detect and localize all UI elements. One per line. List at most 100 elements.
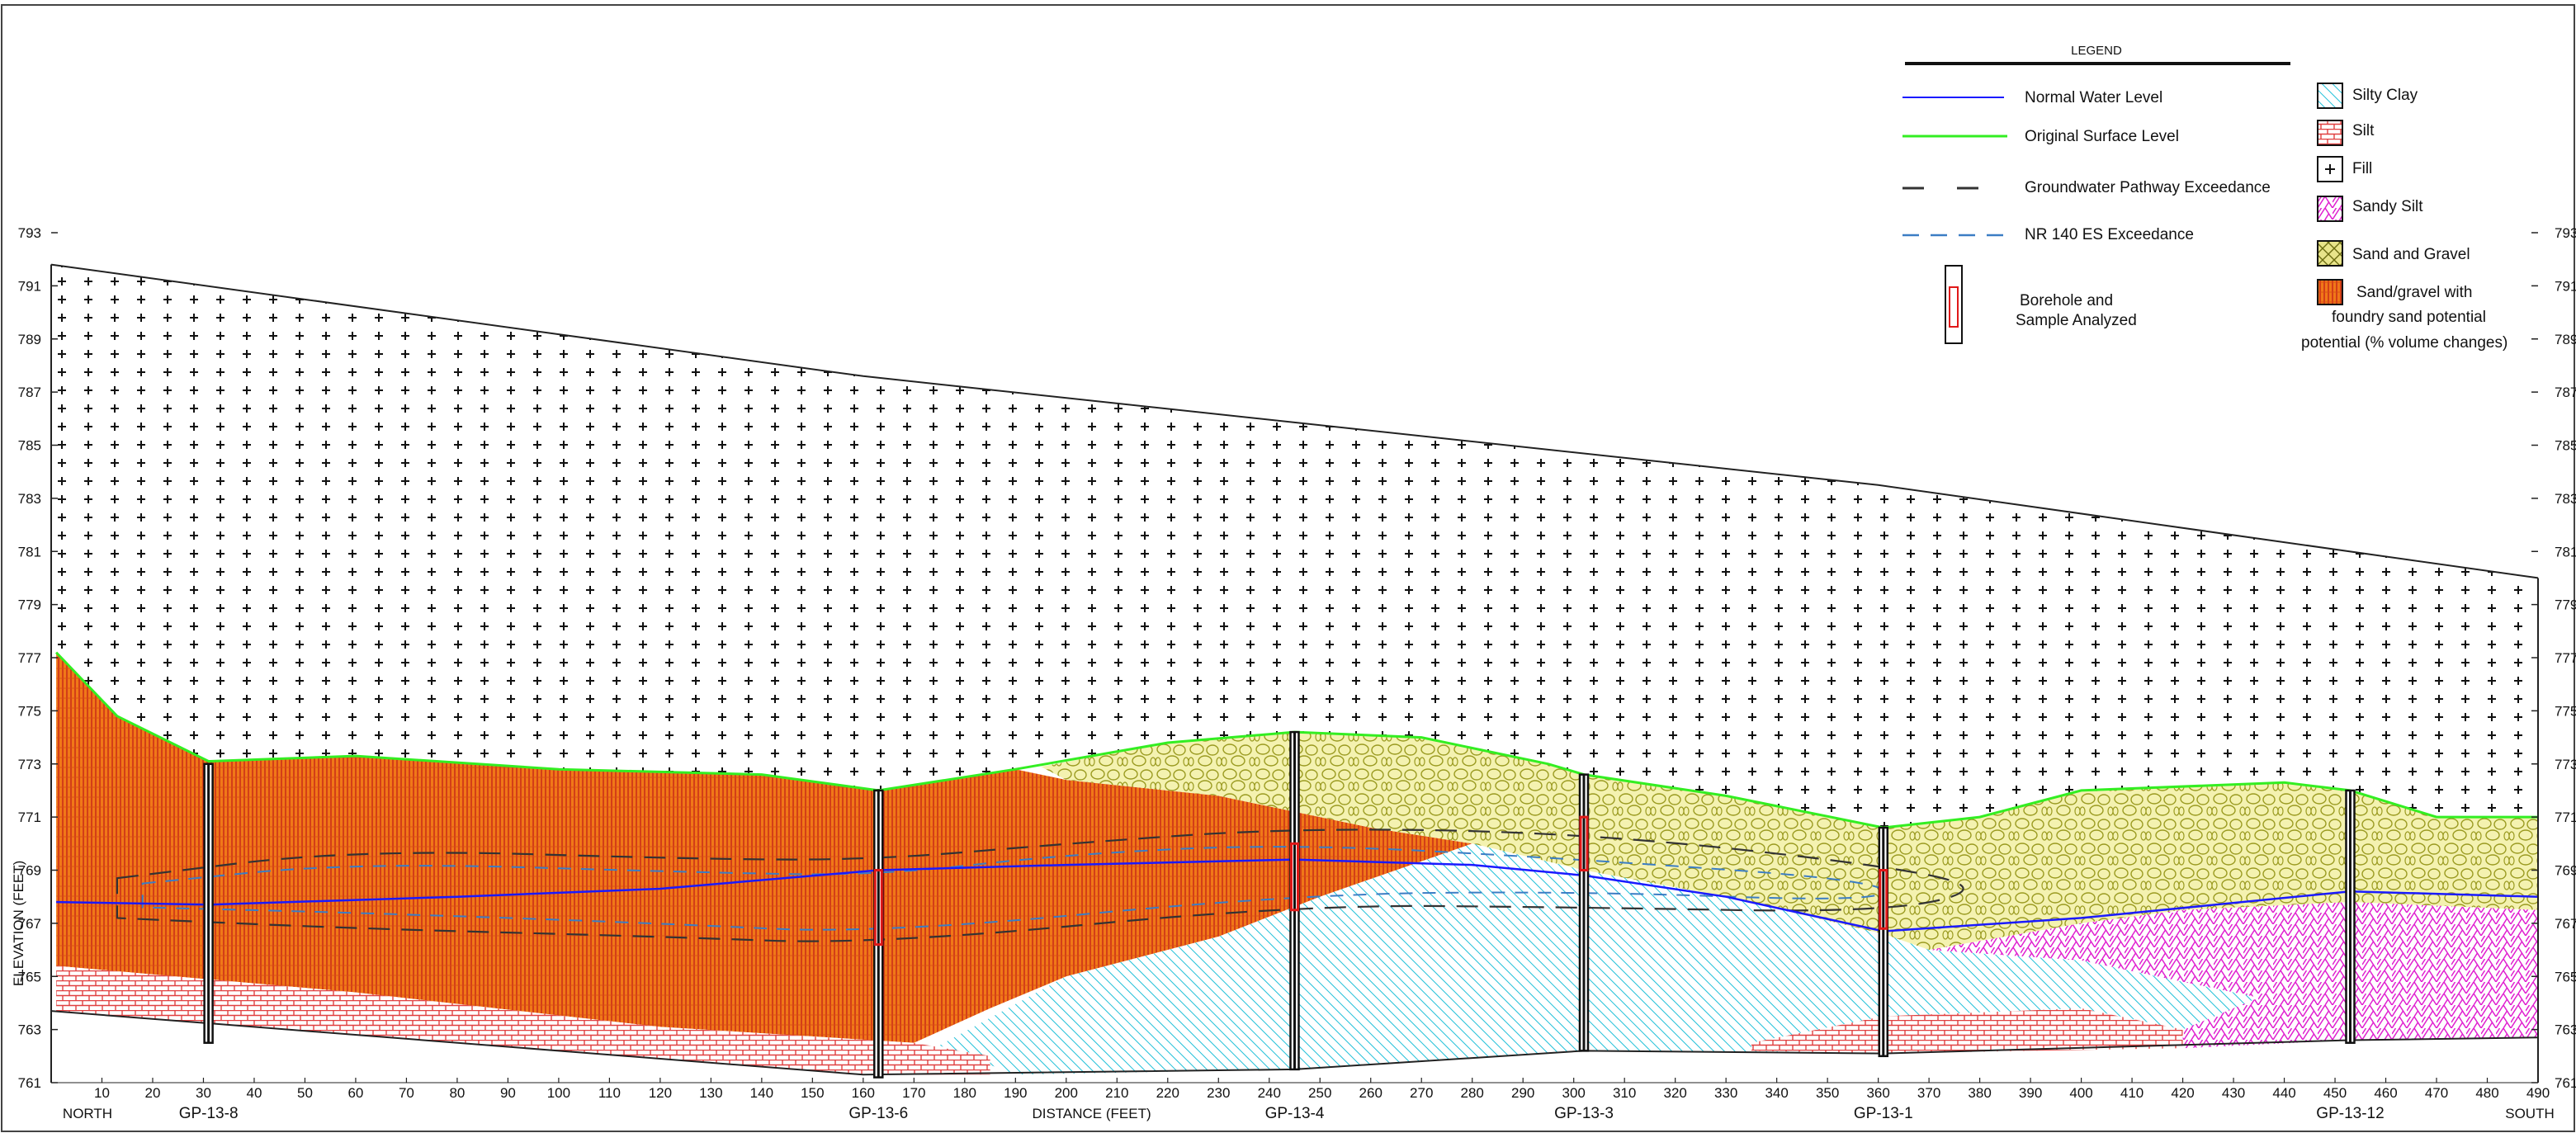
- borehole: GP-13-4: [1265, 730, 1325, 1122]
- x-tick-label: 470: [2425, 1085, 2448, 1101]
- borehole: GP-13-6: [848, 789, 908, 1122]
- x-tick-label: 400: [2069, 1085, 2092, 1101]
- y-tick-label-right: 783: [2555, 491, 2576, 507]
- y-tick-label-right: 765: [2555, 969, 2576, 984]
- x-tick-label: 410: [2120, 1085, 2144, 1101]
- x-tick-label: 380: [1968, 1085, 1991, 1101]
- y-tick-label-right: 767: [2555, 916, 2576, 932]
- y-tick-label-right: 771: [2555, 810, 2576, 825]
- y-tick-label-left: 783: [18, 491, 41, 507]
- north-label: NORTH: [63, 1106, 112, 1121]
- y-tick-label-right: 793: [2555, 225, 2576, 241]
- boreholes: GP-13-8 GP-13-6 GP-13-4 GP-13-3 GP-13-1 GP-13…: [179, 730, 2385, 1122]
- borehole-label: GP-13-3: [1554, 1105, 1614, 1122]
- x-tick-label: 320: [1663, 1085, 1686, 1101]
- x-tick-label: 300: [1562, 1085, 1586, 1101]
- legend-sample-marker: [1949, 286, 1959, 328]
- legend-borehole-label-2: Sample Analyzed: [2016, 312, 2137, 329]
- legend-fill-cross: [2325, 164, 2335, 174]
- x-tick-label: 280: [1461, 1085, 1484, 1101]
- borehole: GP-13-8: [179, 762, 239, 1122]
- drawing-border: [1, 4, 2575, 1132]
- legend-gw-label: Groundwater Pathway Exceedance: [2025, 179, 2271, 196]
- legend-water-label: Normal Water Level: [2025, 89, 2162, 106]
- x-tick-label: 120: [649, 1085, 672, 1101]
- legend-title: LEGEND: [2071, 44, 2122, 58]
- borehole-label: GP-13-1: [1854, 1105, 1913, 1122]
- groundwater-pathway-exceedance-zone: [116, 829, 1964, 942]
- y-tick-label-right: 785: [2555, 438, 2576, 454]
- y-tick-label-left: 769: [18, 863, 41, 879]
- legend-sand-gravel-label: Sand and Gravel: [2352, 246, 2470, 263]
- x-tick-label: 200: [1055, 1085, 1078, 1101]
- x-tick-label: 430: [2222, 1085, 2245, 1101]
- y-tick-label-right: 781: [2555, 544, 2576, 559]
- x-tick-label: 220: [1156, 1085, 1179, 1101]
- legend-nr140-label: NR 140 ES Exceedance: [2025, 226, 2194, 243]
- borehole-label: GP-13-8: [179, 1105, 239, 1122]
- x-tick-label: 330: [1714, 1085, 1737, 1101]
- borehole-label: GP-13-6: [848, 1105, 908, 1122]
- sample-marker: [873, 869, 883, 947]
- borehole: GP-13-3: [1554, 773, 1614, 1122]
- exceedance-zones: [116, 829, 1964, 942]
- south-label: SOUTH: [2505, 1106, 2555, 1121]
- y-axis-title: ELEVATION (FEET): [11, 861, 26, 986]
- legend-foundry-swatch: [2317, 279, 2343, 305]
- x-tick-label: 390: [2019, 1085, 2042, 1101]
- y-tick-label-right: 789: [2555, 332, 2576, 347]
- legend-surface-label: Original Surface Level: [2025, 128, 2179, 145]
- legend-foundry-label-3: potential (% volume changes): [2301, 334, 2507, 352]
- y-tick-label-right: 769: [2555, 863, 2576, 879]
- y-tick-label-left: 785: [18, 438, 41, 454]
- legend-sandy-silt-label: Sandy Silt: [2352, 198, 2423, 215]
- y-tick-label-left: 761: [18, 1075, 41, 1091]
- borehole-label: GP-13-4: [1265, 1105, 1325, 1122]
- y-tick-label-left: 771: [18, 810, 41, 825]
- legend-silt-swatch: [2317, 120, 2343, 146]
- x-tick-label: 290: [1511, 1085, 1534, 1101]
- x-tick-label: 250: [1308, 1085, 1331, 1101]
- x-tick-label: 420: [2171, 1085, 2194, 1101]
- y-tick-label-right: 761: [2555, 1075, 2576, 1091]
- sandy-silt-layer: [1929, 902, 2538, 1049]
- x-tick-label: 180: [953, 1085, 976, 1101]
- y-tick-label-right: 775: [2555, 703, 2576, 719]
- silt-layer-north: [56, 965, 990, 1075]
- x-tick-label: 350: [1816, 1085, 1839, 1101]
- x-tick-label: 270: [1410, 1085, 1433, 1101]
- x-tick-label: 490: [2526, 1085, 2550, 1101]
- silt-layer-south: [1751, 1008, 2183, 1054]
- sample-marker: [1290, 842, 1299, 912]
- sand-gravel-layer: [1041, 732, 2538, 951]
- y-tick-label-right: 773: [2555, 757, 2576, 772]
- legend-sand-gravel-swatch: [2317, 240, 2343, 267]
- legend-silty-clay-label: Silty Clay: [2352, 87, 2418, 104]
- x-tick-label: 480: [2475, 1085, 2498, 1101]
- x-tick-label: 190: [1004, 1085, 1027, 1101]
- y-tick-label-left: 781: [18, 544, 41, 559]
- x-tick-label: 130: [699, 1085, 722, 1101]
- y-tick-label-left: 763: [18, 1022, 41, 1038]
- y-tick-label-right: 787: [2555, 385, 2576, 400]
- x-tick-label: 60: [347, 1085, 363, 1101]
- y-tick-label-right: 779: [2555, 597, 2576, 613]
- axes: 761 763 765 767 769 771 773 775 777 779 781 783 785 7…: [11, 225, 2576, 1121]
- x-tick-label: 170: [902, 1085, 925, 1101]
- y-tick-label-right: 763: [2555, 1022, 2576, 1038]
- borehole-label: GP-13-12: [2316, 1105, 2384, 1122]
- x-tick-label: 340: [1765, 1085, 1788, 1101]
- y-tick-label-left: 787: [18, 385, 41, 400]
- legend-sandy-silt-swatch: [2317, 196, 2343, 222]
- legend-fill-label: Fill: [2352, 160, 2372, 177]
- y-tick-label-left: 793: [18, 225, 41, 241]
- y-tick-label-left: 773: [18, 757, 41, 772]
- ground-surface-line: [50, 263, 2539, 579]
- x-tick-label: 450: [2323, 1085, 2347, 1101]
- borehole: GP-13-1: [1854, 826, 1913, 1122]
- y-tick-label-left: 767: [18, 916, 41, 932]
- y-tick-label-left: 789: [18, 332, 41, 347]
- x-tick-label: 100: [547, 1085, 570, 1101]
- x-tick-label: 110: [598, 1085, 621, 1101]
- fill-layer: [51, 264, 2538, 829]
